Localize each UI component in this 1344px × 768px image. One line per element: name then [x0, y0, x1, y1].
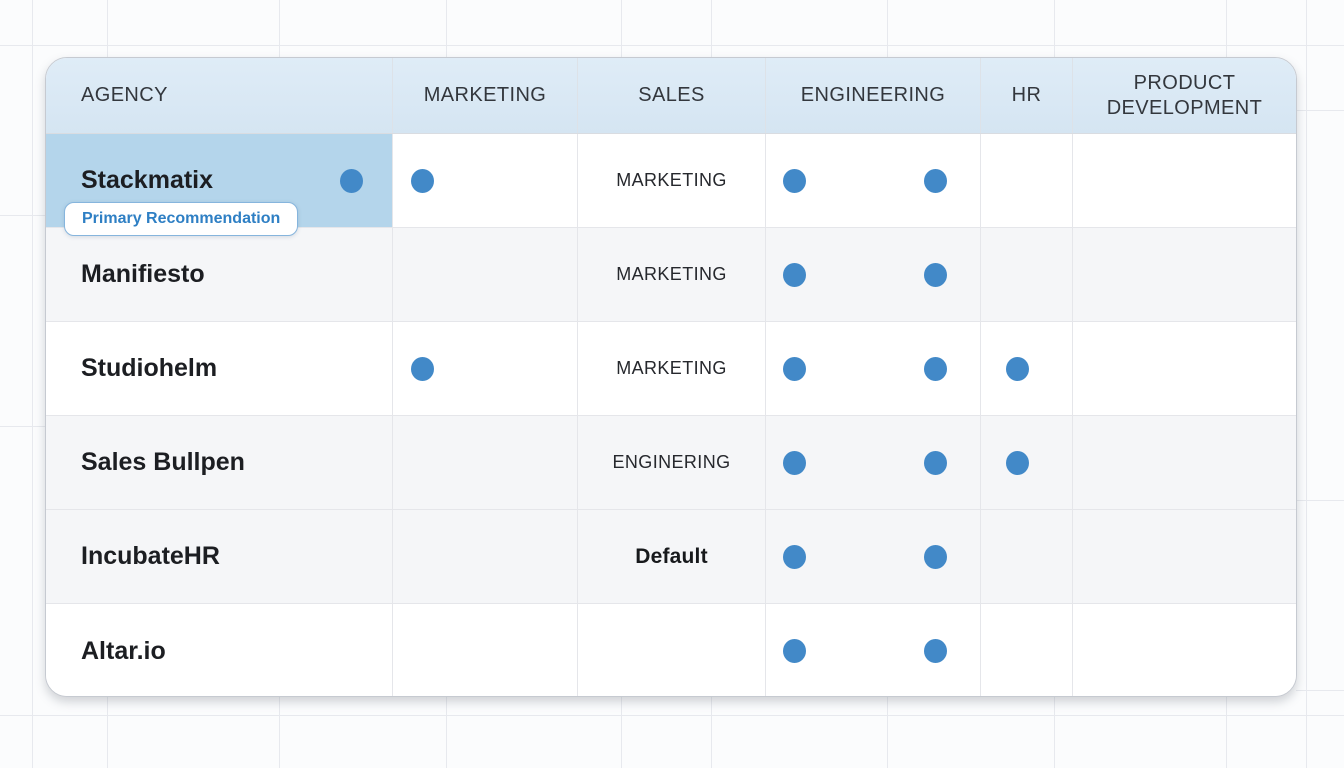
agency-cell: Studiohelm — [46, 322, 393, 415]
agency-name: Sales Bullpen — [81, 448, 245, 476]
engineering-cell — [766, 604, 981, 696]
marketing-cell — [393, 510, 578, 603]
product-development-cell — [1073, 416, 1296, 509]
sales-label: Default — [635, 544, 708, 568]
sales-label: MARKETING — [616, 358, 727, 378]
engineering-dot-2[interactable] — [924, 544, 947, 569]
hr-cell — [981, 322, 1073, 415]
agency-cell: Manifiesto — [46, 228, 393, 321]
column-header-engineering: ENGINEERING — [766, 58, 981, 133]
agency-name: Stackmatix — [81, 166, 214, 194]
engineering-dot-2[interactable] — [924, 450, 947, 475]
column-header-sales: SALES — [578, 58, 766, 133]
engineering-cell — [766, 134, 981, 227]
column-header-marketing: MARKETING — [393, 58, 578, 133]
sales-cell: ENGINERING — [578, 416, 766, 509]
sales-label: ENGINERING — [612, 452, 731, 472]
table-row[interactable]: Manifiesto MARKETING — [46, 228, 1296, 322]
engineering-dot-1[interactable] — [783, 262, 806, 287]
table-row[interactable]: Studiohelm MARKETING — [46, 322, 1296, 416]
agency-name: Manifiesto — [81, 260, 205, 288]
sales-cell: MARKETING — [578, 322, 766, 415]
engineering-cell — [766, 228, 981, 321]
engineering-dot-1[interactable] — [783, 168, 806, 193]
engineering-dot-2[interactable] — [924, 168, 947, 193]
product-development-cell — [1073, 510, 1296, 603]
sales-cell — [578, 604, 766, 696]
hr-cell — [981, 604, 1073, 696]
product-development-cell — [1073, 322, 1296, 415]
engineering-dot-1[interactable] — [783, 639, 806, 663]
engineering-dot-1[interactable] — [783, 544, 806, 569]
primary-recommendation-badge: Primary Recommendation — [64, 202, 299, 236]
sales-cell: MARKETING — [578, 228, 766, 321]
engineering-cell — [766, 416, 981, 509]
engineering-cell — [766, 510, 981, 603]
hr-cell — [981, 134, 1073, 227]
table-row[interactable]: Sales Bullpen ENGINERING — [46, 416, 1296, 510]
agency-name: Studiohelm — [81, 354, 218, 382]
product-development-cell — [1073, 604, 1296, 696]
table-body: Stackmatix Primary Recommendation MARKET… — [46, 134, 1296, 696]
engineering-dot-1[interactable] — [783, 450, 806, 475]
table-row[interactable]: Altar.io — [46, 604, 1296, 696]
marketing-cell — [393, 134, 578, 227]
marketing-cell — [393, 604, 578, 696]
hr-dot[interactable] — [1006, 450, 1029, 475]
column-header-hr: HR — [981, 58, 1073, 133]
table-row[interactable]: IncubateHR Default — [46, 510, 1296, 604]
sales-label: MARKETING — [616, 170, 727, 190]
engineering-dot-1[interactable] — [783, 356, 806, 381]
agency-name: Altar.io — [81, 636, 166, 665]
sales-cell: Default — [578, 510, 766, 603]
engineering-dot-2[interactable] — [924, 262, 947, 287]
agency-cell: Stackmatix Primary Recommendation — [46, 134, 393, 236]
product-development-cell — [1073, 134, 1296, 227]
hr-dot[interactable] — [1006, 356, 1029, 381]
marketing-dot[interactable] — [411, 168, 434, 193]
engineering-dot-2[interactable] — [924, 639, 947, 663]
marketing-cell — [393, 416, 578, 509]
agency-comparison-table: AGENCY MARKETING SALES ENGINEERING HR PR… — [45, 57, 1297, 697]
column-header-agency: AGENCY — [46, 58, 393, 133]
hr-cell — [981, 228, 1073, 321]
hr-cell — [981, 510, 1073, 603]
marketing-cell — [393, 228, 578, 321]
marketing-cell — [393, 322, 578, 415]
hr-cell — [981, 416, 1073, 509]
agency-cell: Altar.io — [46, 604, 393, 696]
table-header-row: AGENCY MARKETING SALES ENGINEERING HR PR… — [46, 58, 1296, 134]
engineering-dot-2[interactable] — [924, 356, 947, 381]
agency-name: IncubateHR — [81, 542, 220, 570]
engineering-cell — [766, 322, 981, 415]
agency-cell: IncubateHR — [46, 510, 393, 603]
product-development-cell — [1073, 228, 1296, 321]
marketing-dot[interactable] — [411, 356, 434, 381]
table-row[interactable]: Stackmatix Primary Recommendation MARKET… — [46, 134, 1296, 236]
agency-cell: Sales Bullpen — [46, 416, 393, 509]
sales-label: MARKETING — [616, 264, 727, 284]
sales-cell: MARKETING — [578, 134, 766, 227]
column-header-product-development: PRODUCT DEVELOPMENT — [1106, 71, 1263, 119]
agency-selection-dot[interactable] — [340, 168, 363, 193]
